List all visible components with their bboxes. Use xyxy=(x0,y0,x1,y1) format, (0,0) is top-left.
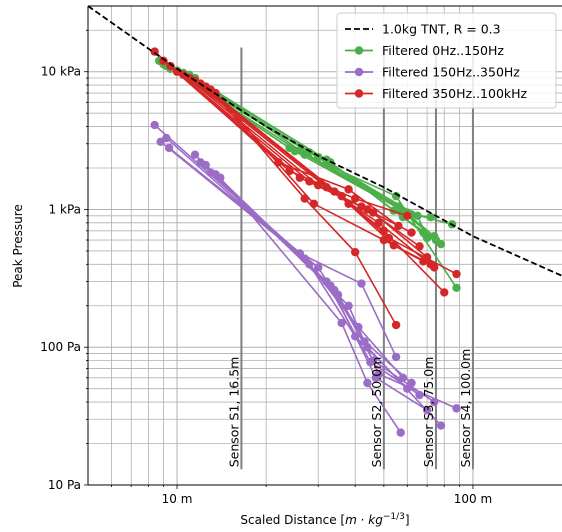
y-tick-label: 100 Pa xyxy=(40,340,81,354)
data-point xyxy=(452,283,461,293)
x-axis-title-exponent: −1/3 xyxy=(383,512,405,522)
legend-label: Filtered 0Hz..150Hz xyxy=(382,43,504,58)
series-line xyxy=(210,89,397,326)
data-point xyxy=(426,212,435,222)
series-line xyxy=(210,172,442,427)
data-point xyxy=(190,150,200,159)
x-axis-title-m: m xyxy=(345,513,357,527)
x-tick-label: 100 m xyxy=(454,492,492,506)
sensor-label: Sensor S2, 50.0m xyxy=(369,357,384,468)
legend-swatch-marker xyxy=(354,89,364,98)
data-point xyxy=(166,61,175,71)
data-point xyxy=(374,369,383,379)
data-point xyxy=(344,199,353,208)
series-line xyxy=(215,173,457,410)
y-tick-label: 10 kPa xyxy=(41,65,81,79)
sensor-label: Sensor S3, 75.0m xyxy=(421,357,436,468)
series-line xyxy=(219,177,402,434)
x-axis-title-close: ] xyxy=(405,513,410,527)
data-point xyxy=(368,208,378,217)
legend: 1.0kg TNT, R = 0.3 Filtered 0Hz..150Hz Fil… xyxy=(336,12,557,109)
data-point xyxy=(391,191,401,201)
legend-label: Filtered 350Hz..100kHz xyxy=(382,86,528,101)
legend-swatch-marker xyxy=(354,46,364,55)
x-axis-title-main: Scaled Distance [ xyxy=(240,513,345,527)
data-point xyxy=(391,352,401,362)
data-point xyxy=(164,143,174,153)
data-point xyxy=(379,235,389,245)
data-point xyxy=(436,421,446,430)
y-tick-label: 10 Pa xyxy=(48,478,81,492)
tnt-reference-curve xyxy=(88,6,562,277)
data-point xyxy=(337,191,346,201)
data-point xyxy=(314,263,323,272)
data-point xyxy=(407,228,416,237)
data-point xyxy=(403,211,412,220)
data-point xyxy=(295,173,305,182)
data-point xyxy=(295,145,305,155)
data-point xyxy=(413,211,422,220)
data-point xyxy=(452,269,461,279)
reference-layer: Sensor S1, 16.5m Sensor S2, 50.0m Sensor S… xyxy=(88,6,562,467)
data-point xyxy=(350,247,360,257)
data-point xyxy=(426,260,435,269)
sensor-label: Sensor S4, 100.0m xyxy=(458,349,473,468)
data-point xyxy=(201,160,210,170)
legend-swatch-marker xyxy=(354,67,364,77)
sensor-label: Sensor S1, 16.5m xyxy=(226,357,241,468)
legend-label: Filtered 150Hz..350Hz xyxy=(382,65,520,80)
data-point xyxy=(391,320,401,330)
data-point xyxy=(309,199,319,208)
x-axis-title-dot: · xyxy=(357,513,368,527)
x-axis-title: Scaled Distance [m · kg−1/3] xyxy=(240,512,409,527)
data-point xyxy=(344,301,353,310)
data-point xyxy=(419,257,428,266)
y-tick-label: 1 kPa xyxy=(49,202,81,216)
axes-layer: 10 m 100 m 10 Pa 100 Pa 1 kPa 10 kPa xyxy=(40,5,562,506)
data-point xyxy=(440,288,449,297)
data-point xyxy=(350,194,360,203)
data-point xyxy=(216,173,225,182)
data-point xyxy=(344,185,353,194)
data-point xyxy=(394,202,403,211)
data-point xyxy=(337,318,346,328)
series-layer xyxy=(150,47,461,437)
series-line xyxy=(215,92,424,263)
x-axis-title-kg: kg xyxy=(368,513,383,527)
data-point xyxy=(357,279,366,288)
data-point xyxy=(162,133,171,143)
y-axis-title: Peak Pressure xyxy=(11,204,25,288)
data-point xyxy=(430,231,439,241)
legend-label: 1.0kg TNT, R = 0.3 xyxy=(382,22,501,37)
legend-box xyxy=(336,12,557,109)
data-point xyxy=(379,226,389,236)
data-point xyxy=(452,404,461,413)
data-point xyxy=(396,428,405,437)
x-tick-label: 10 m xyxy=(162,492,193,506)
data-point xyxy=(419,228,428,237)
data-point xyxy=(363,378,372,388)
data-point xyxy=(150,120,159,130)
